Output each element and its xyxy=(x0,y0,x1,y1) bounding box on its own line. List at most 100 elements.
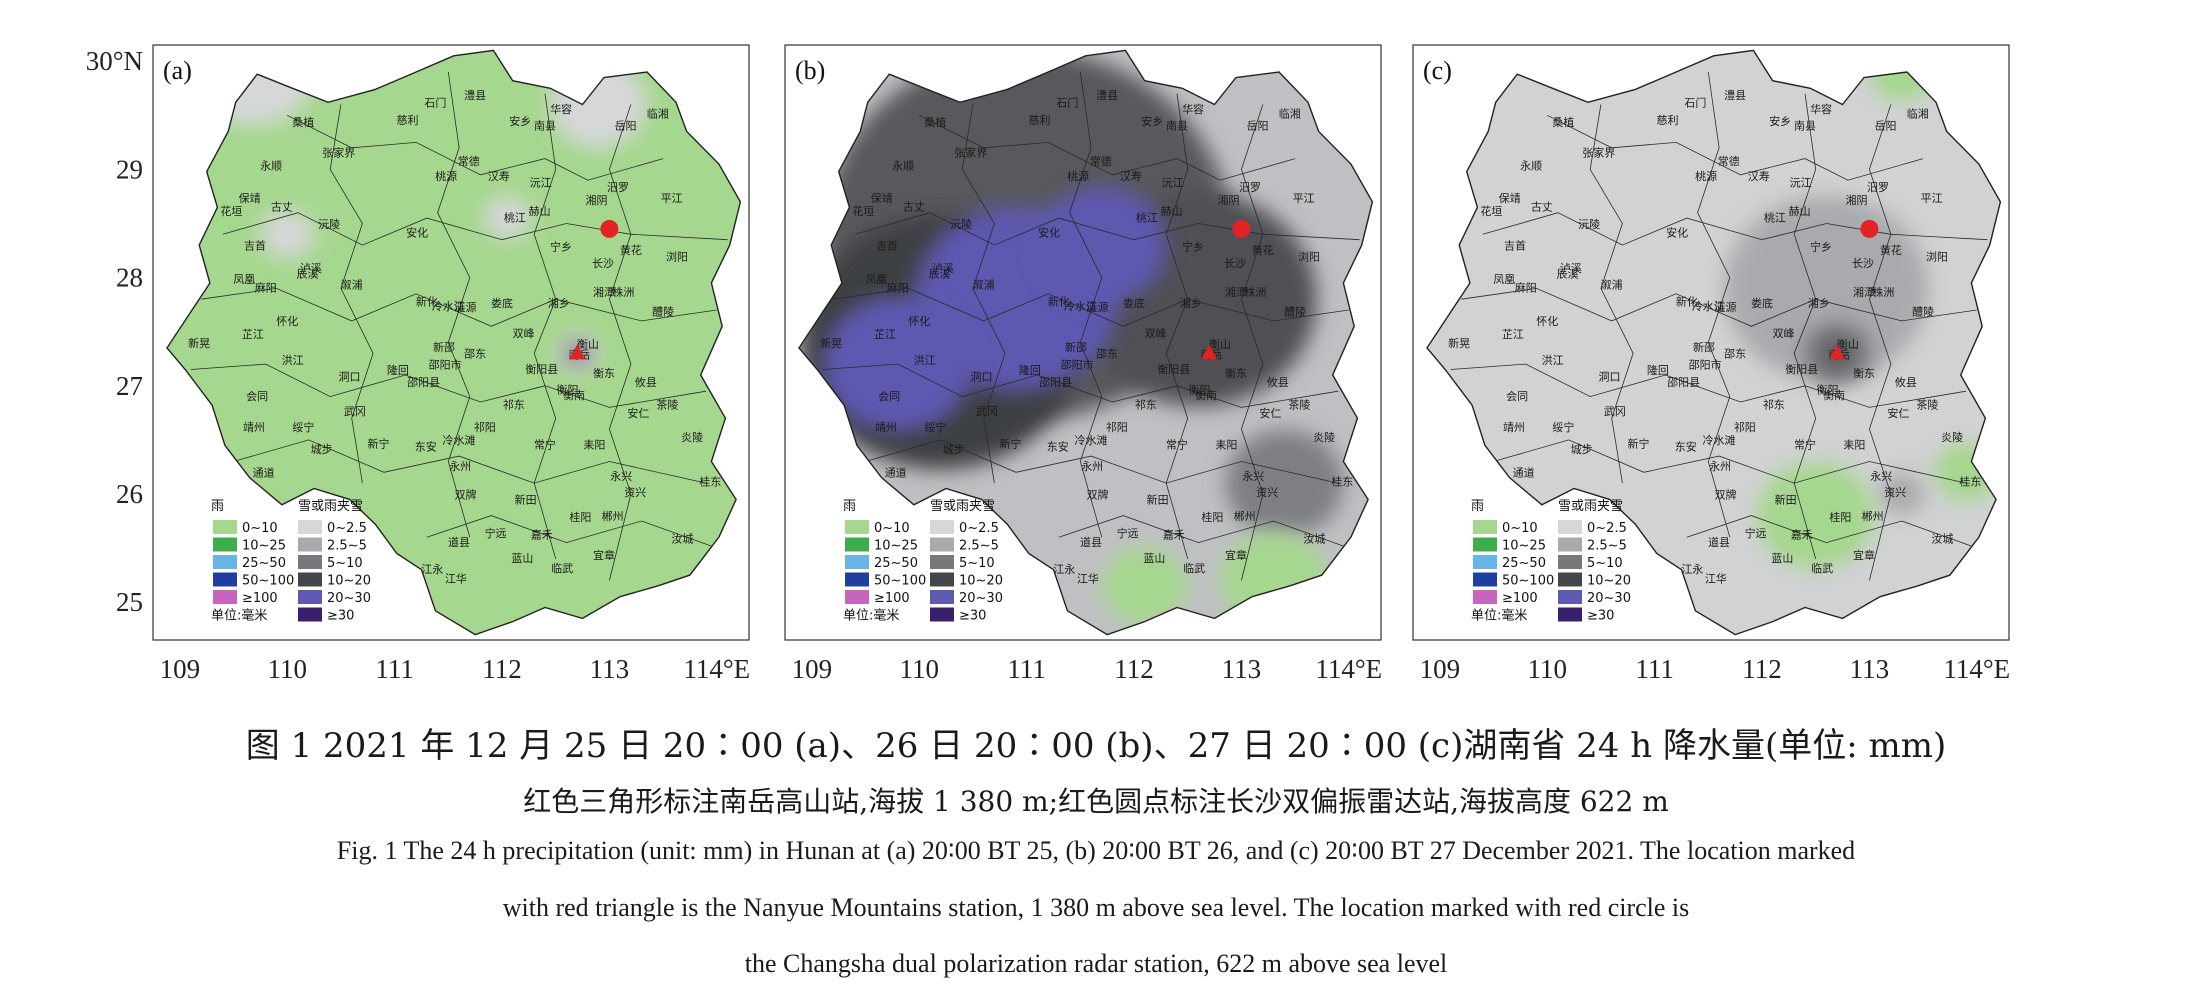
city-label: 桑植 xyxy=(292,115,314,129)
city-label: 永兴 xyxy=(1870,469,1892,483)
city-label: 蓝山 xyxy=(1771,552,1793,565)
legend-snow-label: ≥30 xyxy=(327,609,354,624)
city-label: 蓝山 xyxy=(1143,552,1165,565)
city-label: 冷水滩 xyxy=(443,433,476,447)
city-label: 新邵 xyxy=(1065,340,1087,354)
city-label: 桂阳 xyxy=(1201,510,1223,524)
city-label: 古丈 xyxy=(271,201,293,214)
city-label: 华容 xyxy=(550,102,572,116)
city-label: 安仁 xyxy=(1887,406,1909,420)
county-boundary xyxy=(329,104,374,484)
city-label: 华容 xyxy=(1810,102,1832,116)
legend-swatch xyxy=(930,537,954,552)
precip-region xyxy=(1877,472,1926,516)
city-label: 汨罗 xyxy=(607,181,629,194)
city-label: 安乡 xyxy=(1141,114,1163,128)
city-label: 会同 xyxy=(878,390,900,403)
legend-swatch xyxy=(1558,590,1582,604)
city-label: 衡阳县 xyxy=(1785,363,1818,376)
county-boundary xyxy=(233,439,707,484)
city-label: 资兴 xyxy=(624,486,646,499)
county-boundary xyxy=(1493,439,1967,484)
city-label: 黄花 xyxy=(1252,243,1274,257)
city-label: 桃江 xyxy=(1764,210,1786,224)
city-label: 会同 xyxy=(246,390,268,403)
city-label: 宁远 xyxy=(1117,526,1139,540)
county-boundary xyxy=(190,363,707,408)
legend-swatch xyxy=(1558,520,1582,534)
city-label: 芷江 xyxy=(1502,328,1524,341)
legend-rain-label: 50~100 xyxy=(1502,574,1554,589)
city-label: 邵阳市 xyxy=(429,357,462,371)
city-label: 宁乡 xyxy=(550,240,572,254)
county-boundary xyxy=(854,212,1360,246)
city-label: 衡阳 xyxy=(1189,383,1211,396)
precip-region xyxy=(1756,462,1875,570)
legend-snow-label: 0~2.5 xyxy=(1587,521,1627,536)
city-label: 衡阳县 xyxy=(1157,363,1190,376)
city-label: 宁远 xyxy=(1745,526,1767,540)
city-label: 双牌 xyxy=(1086,487,1108,501)
city-label: 衡山 xyxy=(1209,338,1231,351)
city-label: 赫山 xyxy=(1161,205,1183,218)
legend-snow-label: 5~10 xyxy=(959,556,995,571)
county-boundary xyxy=(1069,71,1103,538)
city-label: 宜章 xyxy=(1225,548,1247,562)
legend-swatch xyxy=(298,572,322,587)
county-boundary xyxy=(1165,93,1189,560)
longitude-tick-label: 110 xyxy=(1527,654,1567,684)
county-boundary xyxy=(1547,114,1924,181)
city-label: 湘乡 xyxy=(1808,296,1830,310)
precip-region xyxy=(1101,546,1188,625)
province-base-fill xyxy=(167,50,741,635)
city-label: 沅江 xyxy=(1790,177,1812,190)
city-label: 道县 xyxy=(448,535,470,549)
city-label: 湘乡 xyxy=(548,296,570,310)
legend-snow-label: 2.5~5 xyxy=(327,539,367,554)
longitude-tick-label: 114°E xyxy=(683,654,750,684)
city-label: 桂阳 xyxy=(1829,510,1851,524)
city-label: 茶陵 xyxy=(656,398,678,411)
legend-swatch xyxy=(298,520,322,534)
city-label: 南县 xyxy=(534,119,556,132)
city-label: 祁东 xyxy=(1135,397,1157,411)
city-label: 安仁 xyxy=(627,406,649,420)
city-label: 新宁 xyxy=(368,436,390,450)
legend-snow-label: 5~10 xyxy=(327,556,363,571)
legend-rain-title: 雨 xyxy=(211,499,224,514)
city-label: 桃源 xyxy=(435,169,457,183)
city-label: 怀化 xyxy=(908,314,930,328)
city-label: 冷水江 xyxy=(1064,300,1097,313)
legend-swatch xyxy=(1473,572,1497,587)
city-label: 桂东 xyxy=(699,474,721,488)
city-label: 靖州 xyxy=(1503,421,1525,434)
city-label: 芷江 xyxy=(242,328,264,341)
city-label: 沅江 xyxy=(1162,177,1184,190)
city-label: 临武 xyxy=(1811,561,1833,575)
city-label: 隆回 xyxy=(1019,363,1041,377)
city-label: 道县 xyxy=(1080,535,1102,549)
city-label: 资兴 xyxy=(1884,486,1906,499)
city-label: 嘉禾 xyxy=(531,527,553,541)
city-label: 常德 xyxy=(1718,154,1740,168)
city-label: 永顺 xyxy=(1520,158,1542,172)
city-label: 东安 xyxy=(1047,440,1069,454)
city-label: 邵东 xyxy=(464,348,486,361)
legend-snow-label: ≥30 xyxy=(1587,609,1614,624)
city-label: 攸县 xyxy=(1267,375,1289,389)
longitude-tick-label: 110 xyxy=(899,654,939,684)
legend-snow-label: 20~30 xyxy=(327,591,371,606)
latitude-tick-label: 26 xyxy=(116,479,143,509)
city-label: 保靖 xyxy=(1499,191,1521,205)
city-label: 娄底 xyxy=(1751,296,1773,310)
city-label: 临湘 xyxy=(1907,106,1929,120)
city-label: 安化 xyxy=(1038,225,1060,239)
city-label: 江永 xyxy=(421,562,443,576)
legend-swatch xyxy=(213,590,237,604)
city-label: 江永 xyxy=(1053,562,1075,576)
city-label: 炎陵 xyxy=(681,431,703,444)
city-label: 茶陵 xyxy=(1288,398,1310,411)
city-label: 道县 xyxy=(1708,535,1730,549)
city-label: 绥宁 xyxy=(924,420,946,434)
legend-rain-label: 25~50 xyxy=(1502,556,1546,571)
